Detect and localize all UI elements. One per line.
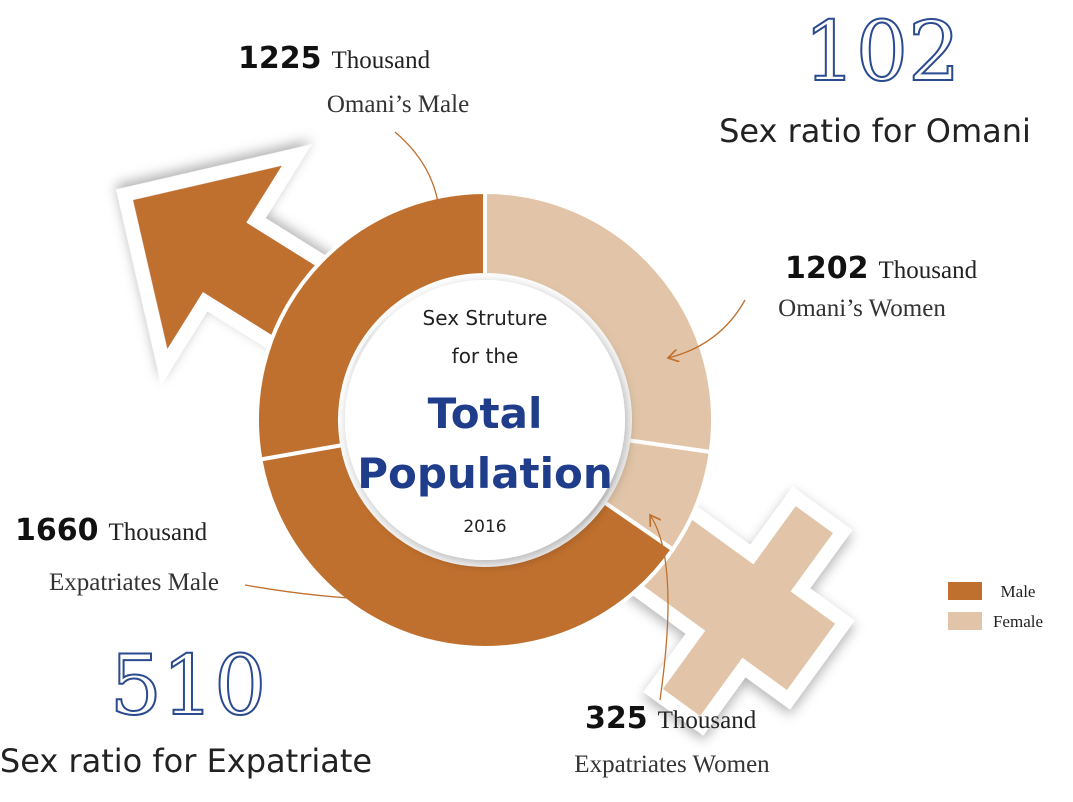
unit: Thousand	[879, 257, 978, 284]
donut	[255, 189, 715, 650]
center-text: Sex Struture	[423, 306, 548, 330]
segment-name: Expatriates Male	[49, 569, 219, 596]
donut-segment	[258, 442, 676, 650]
center-title: Population	[357, 449, 613, 498]
pointer	[394, 131, 440, 225]
value-label: 1660 Thousand	[15, 513, 208, 548]
legend: Male Female	[948, 582, 1043, 631]
value: 1225	[238, 41, 322, 76]
center-text: for the	[452, 344, 519, 368]
pointer	[244, 584, 405, 600]
ratio-label: Sex ratio for Omani	[719, 112, 1031, 150]
value: 325	[585, 701, 648, 736]
legend-label: Female	[993, 612, 1043, 631]
unit: Thousand	[332, 47, 431, 74]
value: 1202	[785, 251, 869, 286]
center-title: Total	[428, 389, 543, 438]
segment-name: Omani’s Male	[327, 91, 469, 118]
center-year: 2016	[463, 517, 506, 537]
unit: Thousand	[109, 519, 208, 546]
ratio-value: 510	[110, 639, 267, 734]
center-disk	[345, 280, 625, 560]
ratio-label: Sex ratio for Expatriate	[0, 742, 372, 780]
donut-segment	[255, 189, 487, 462]
value-label: 1202 Thousand	[785, 251, 978, 286]
legend-swatch	[948, 612, 982, 630]
value-label: 325 Thousand	[585, 701, 757, 736]
ratio-value: 102	[804, 5, 961, 100]
value: 1660	[15, 513, 99, 548]
segment-name: Omani’s Women	[778, 295, 946, 322]
unit: Thousand	[658, 707, 757, 734]
pointer	[668, 299, 746, 358]
legend-label: Male	[1001, 582, 1036, 601]
value-label: 1225 Thousand	[238, 41, 431, 76]
pointer	[650, 515, 669, 701]
legend-swatch	[948, 582, 982, 600]
segment-name: Expatriates Women	[574, 751, 770, 778]
donut-segment	[483, 189, 715, 455]
